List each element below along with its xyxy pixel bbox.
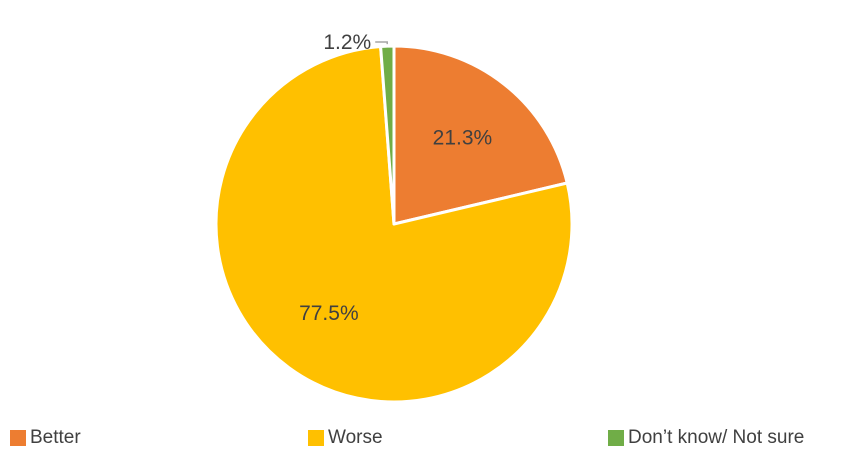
legend-label-worse: Worse [328, 427, 383, 448]
legend-swatch-better [10, 430, 26, 446]
pie-chart: 21.3% 77.5% 1.2% [214, 31, 574, 404]
data-label-dont-know: 1.2% [323, 31, 371, 54]
legend-item-dont-know[interactable]: Don’t know/ Not sure [608, 426, 804, 450]
data-label-worse: 77.5% [299, 302, 359, 325]
pie-slice-better[interactable] [392, 44, 569, 226]
legend-label-dont-know: Don’t know/ Not sure [628, 427, 805, 448]
legend-label-better: Better [30, 427, 81, 448]
pie-slices [214, 44, 574, 404]
pie-slice-dont-know[interactable] [379, 44, 396, 226]
data-label-better: 21.3% [433, 126, 493, 149]
legend-item-worse[interactable]: Worse [308, 426, 383, 450]
pie-data-labels: 21.3% 77.5% 1.2% [299, 31, 492, 325]
leader-line-dont-know [375, 41, 388, 45]
legend-swatch-worse [308, 430, 324, 446]
legend: Better Worse Don’t know/ Not sure [0, 426, 853, 452]
legend-swatch-dont-know [608, 430, 624, 446]
legend-item-better[interactable]: Better [10, 426, 81, 450]
